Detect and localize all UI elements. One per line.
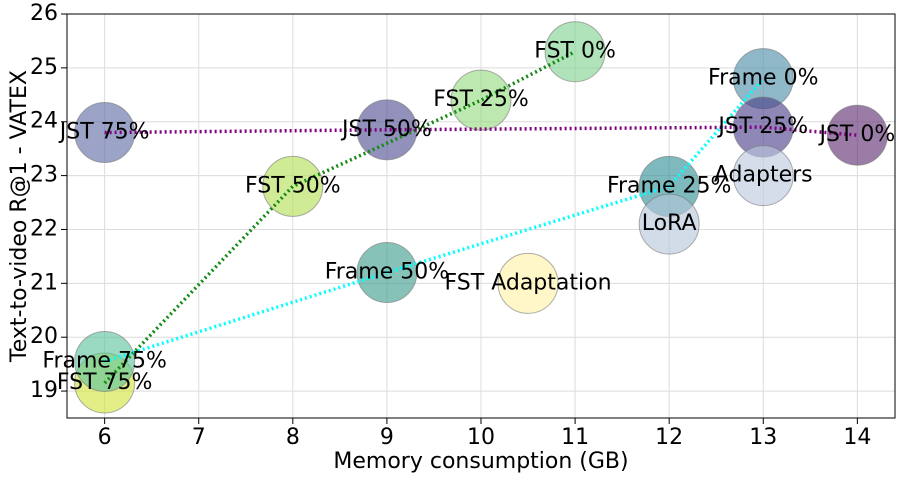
bubble-label: Frame 0% [708,66,818,91]
bubble [356,99,418,161]
y-tick-label: 25 [30,55,58,80]
bubble-label: Frame 50% [325,260,449,285]
y-tick-label: 21 [30,270,58,295]
y-tick-label: 20 [30,324,58,349]
trend-line [103,50,576,385]
bubble-label: Frame 25% [607,173,731,198]
x-tick-label: 9 [380,425,394,450]
bubble-label: JST 50% [340,117,432,142]
x-axis-label: Memory consumption (GB) [333,449,628,474]
y-tick-label: 23 [30,163,58,188]
y-tick-label: 26 [30,1,58,26]
bubble-label: JST 25% [716,114,808,139]
bubble-label: Frame 75% [42,348,166,373]
bubble [544,21,606,83]
y-axis-label: Text-to-video R@1 - VATEX [7,70,32,363]
bubble [826,104,888,166]
x-tick-label: 8 [286,425,300,450]
bubble [638,193,700,255]
bubble-label: FST 50% [245,173,341,198]
y-tick-label: 19 [30,378,58,403]
trend-line [104,125,858,137]
bubble-label: FST 0% [534,39,616,64]
bubble-label: FST 75% [57,370,153,395]
x-tick-label: 6 [98,425,112,450]
x-tick-label: 10 [467,425,495,450]
x-tick-label: 7 [192,425,206,450]
bubble-label: LoRA [642,211,697,236]
bubble-label: JST 75% [58,120,150,145]
x-tick-label: 11 [561,425,589,450]
y-tick-label: 24 [30,109,58,134]
x-tick-label: 12 [655,425,683,450]
bubble [497,252,559,314]
x-tick-label: 14 [843,425,871,450]
bubble-label: FST 25% [433,87,529,112]
bubble-label: Adapters [714,163,813,188]
bubble-label: JST 0% [817,122,895,147]
y-tick-label: 22 [30,216,58,241]
x-tick-label: 13 [749,425,777,450]
plot-frame [66,13,896,419]
bubble [732,145,794,207]
bubble-label: FST Adaptation [445,270,612,295]
